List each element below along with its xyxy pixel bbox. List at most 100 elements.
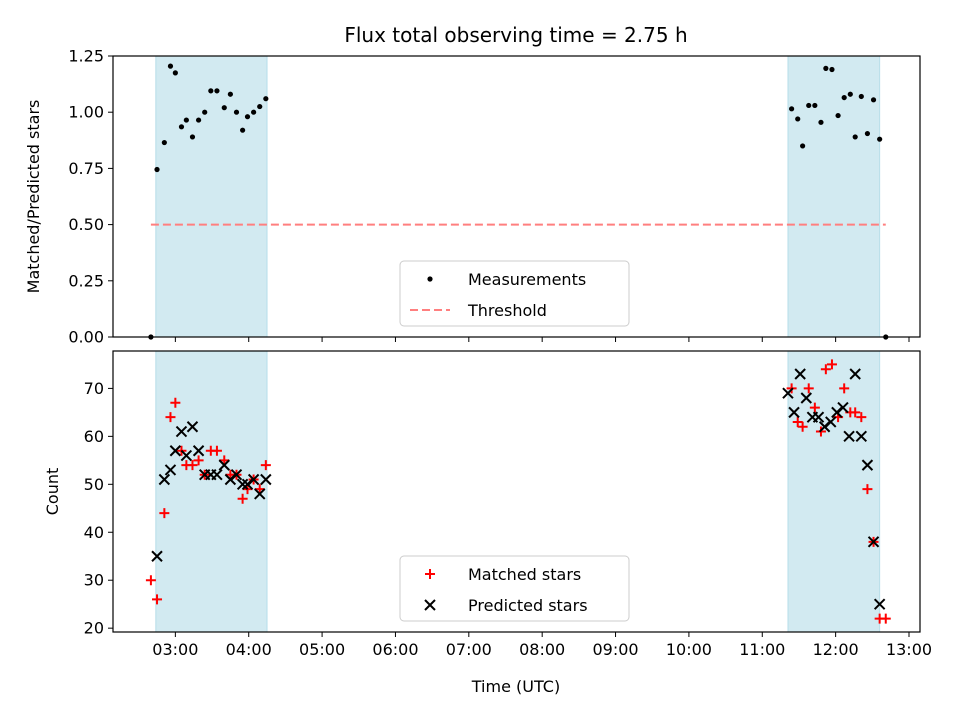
matched-star-point <box>850 407 861 418</box>
legend-label: Measurements <box>468 270 586 289</box>
measurement-point <box>183 117 189 123</box>
predicted-star-point <box>180 449 193 462</box>
measurement-point <box>195 117 202 123</box>
matched-star-point <box>237 493 248 504</box>
predicted-star-point <box>825 416 837 428</box>
measurement-point <box>167 63 174 69</box>
predicted-star-point <box>236 478 249 491</box>
measurement-point <box>806 102 812 109</box>
matched-star-point <box>809 402 820 413</box>
matched-star-point <box>159 508 170 519</box>
x-axis-label: Time (UTC) <box>471 677 560 696</box>
measurement-point <box>829 66 835 73</box>
y-axis-label: Matched/Predicted stars <box>24 100 43 294</box>
measurement-point <box>263 96 269 102</box>
y-tick-label: 50 <box>84 475 104 494</box>
predicted-star-point <box>849 368 861 380</box>
predicted-star-point <box>192 445 205 457</box>
x-tick-label: 03:00 <box>152 640 198 659</box>
predicted-star-point <box>861 459 874 471</box>
measurement-point <box>877 136 883 142</box>
measurement-point <box>221 105 227 111</box>
measurement-point <box>858 93 864 100</box>
legend-box <box>399 555 630 622</box>
count-panel: 03:00 04:00 05:00 06:00 07:00 08:00 09:00 10:00… <box>43 350 932 659</box>
predicted-star-point <box>230 469 243 481</box>
measurement-point <box>823 65 829 71</box>
measurement-point <box>172 70 178 76</box>
measurement-point <box>240 127 246 133</box>
y-tick-label: 1.00 <box>68 103 104 122</box>
predicted-star-point <box>260 473 272 486</box>
matched-star-point <box>260 460 271 471</box>
matched-star-point <box>254 484 265 495</box>
x-tick-label: 08:00 <box>519 640 565 659</box>
y-tick-label: 30 <box>84 571 104 590</box>
matched-star-point <box>145 575 156 586</box>
x-tick-label: 13:00 <box>886 640 932 659</box>
predicted-star-point <box>254 488 266 500</box>
legend-marker <box>424 599 436 611</box>
matched-star-point <box>211 445 222 456</box>
measurement-point <box>852 134 858 140</box>
measurement-point <box>202 109 208 115</box>
y-tick-label: 0.25 <box>68 271 104 290</box>
measurement-point <box>870 97 877 103</box>
matched-star-point <box>792 416 803 427</box>
ratio-panel: 0.00 0.25 0.50 0.75 1.00 1.25 Matched/Predicte… <box>24 47 921 347</box>
x-tick-label: 04:00 <box>226 640 272 659</box>
measurement-point <box>214 88 220 94</box>
measurement-point <box>233 109 240 115</box>
measurement-point <box>189 134 196 140</box>
predicted-star-point <box>164 464 177 476</box>
y-tick-label: 0.75 <box>68 159 104 178</box>
y-tick-label: 0.00 <box>68 328 104 347</box>
predicted-star-point <box>800 392 812 404</box>
y-tick-label: 0.50 <box>68 215 104 234</box>
predicted-star-point <box>218 459 230 471</box>
x-tick-label: 10:00 <box>666 640 712 659</box>
x-tick-label: 06:00 <box>372 640 418 659</box>
measurement-point <box>835 112 841 119</box>
predicted-star-point <box>855 430 868 443</box>
predicted-star-point <box>186 421 199 433</box>
shaded-interval <box>155 350 268 633</box>
measurement-point <box>154 166 160 173</box>
predicted-star-point <box>151 550 163 562</box>
x-tick-label: 07:00 <box>446 640 492 659</box>
y-tick-label: 70 <box>84 379 104 398</box>
measurement-point <box>841 94 847 101</box>
measurement-point <box>227 91 233 97</box>
shaded-interval <box>787 55 881 338</box>
y-tick-label: 1.25 <box>68 47 104 66</box>
matched-star-point <box>820 364 831 375</box>
matched-star-point <box>193 455 204 466</box>
matched-star-point <box>803 383 814 394</box>
legend-label: Predicted stars <box>468 596 588 615</box>
predicted-star-point <box>812 411 825 423</box>
measurement-point <box>161 139 167 146</box>
y-tick-label: 20 <box>84 619 104 638</box>
matched-star-point <box>165 412 176 423</box>
predicted-star-point <box>873 598 886 610</box>
shaded-interval <box>155 55 268 338</box>
predicted-star-point <box>843 430 855 443</box>
predicted-star-point <box>211 469 223 481</box>
y-tick-label: 40 <box>84 523 104 542</box>
measurement-point <box>257 103 263 110</box>
axes-frame <box>112 55 921 338</box>
matched-star-point <box>826 359 837 370</box>
x-tick-label: 05:00 <box>299 640 345 659</box>
matched-star-point <box>187 460 198 471</box>
x-tick-label: 09:00 <box>592 640 638 659</box>
legend-marker <box>427 276 433 282</box>
measurement-point <box>847 91 853 97</box>
predicted-star-point <box>247 473 260 486</box>
measurement-point <box>251 109 257 115</box>
predicted-star-point <box>794 368 806 380</box>
predicted-star-point <box>788 406 800 419</box>
measurement-point <box>208 88 214 94</box>
x-tick-label: 11:00 <box>739 640 785 659</box>
matched-star-point <box>856 412 867 423</box>
legend-marker <box>425 569 435 579</box>
